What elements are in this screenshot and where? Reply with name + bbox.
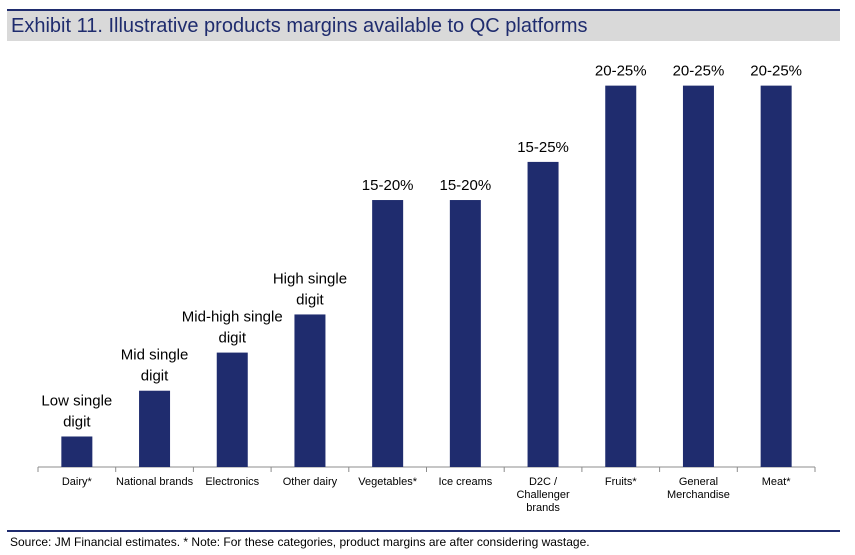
bar bbox=[372, 200, 404, 467]
category-label: brands bbox=[526, 502, 560, 514]
footer-rule bbox=[7, 530, 840, 532]
category-label: Fruits* bbox=[605, 476, 638, 488]
data-label: Mid-high single bbox=[182, 309, 283, 326]
data-label: 15-25% bbox=[517, 139, 569, 156]
category-label: Challenger bbox=[516, 489, 570, 501]
data-label: 20-25% bbox=[673, 63, 725, 80]
bar bbox=[294, 314, 326, 467]
data-label: Mid single bbox=[121, 347, 189, 364]
bar bbox=[139, 390, 171, 467]
category-label: Ice creams bbox=[438, 476, 492, 488]
bar bbox=[605, 85, 637, 468]
data-label: 15-20% bbox=[362, 177, 414, 194]
category-label: Electronics bbox=[205, 476, 259, 488]
category-label: National brands bbox=[116, 476, 194, 488]
bar bbox=[449, 200, 481, 467]
bar bbox=[216, 352, 248, 467]
data-label: High single bbox=[273, 270, 347, 287]
data-label: digit bbox=[218, 330, 246, 347]
data-label: Low single bbox=[41, 392, 112, 409]
category-label: Dairy* bbox=[62, 476, 93, 488]
category-label: D2C / bbox=[529, 476, 558, 488]
bar bbox=[760, 85, 792, 468]
bar bbox=[61, 436, 93, 467]
source-note: Source: JM Financial estimates. * Note: … bbox=[10, 535, 590, 549]
data-label: digit bbox=[141, 368, 169, 385]
data-label: digit bbox=[296, 291, 324, 308]
data-label: digit bbox=[63, 413, 91, 430]
exhibit-title: Exhibit 11. Illustrative products margin… bbox=[11, 15, 588, 37]
category-label: General bbox=[679, 476, 718, 488]
data-label: 20-25% bbox=[750, 63, 802, 80]
bar bbox=[527, 161, 559, 467]
data-label: 15-20% bbox=[439, 177, 491, 194]
data-label: 20-25% bbox=[595, 63, 647, 80]
exhibit-header: Exhibit 11. Illustrative products margin… bbox=[7, 9, 840, 41]
category-label: Meat* bbox=[762, 476, 791, 488]
bar bbox=[682, 85, 714, 468]
category-label: Other dairy bbox=[283, 476, 338, 488]
category-label: Vegetables* bbox=[358, 476, 417, 488]
category-label: Merchandise bbox=[667, 489, 730, 501]
